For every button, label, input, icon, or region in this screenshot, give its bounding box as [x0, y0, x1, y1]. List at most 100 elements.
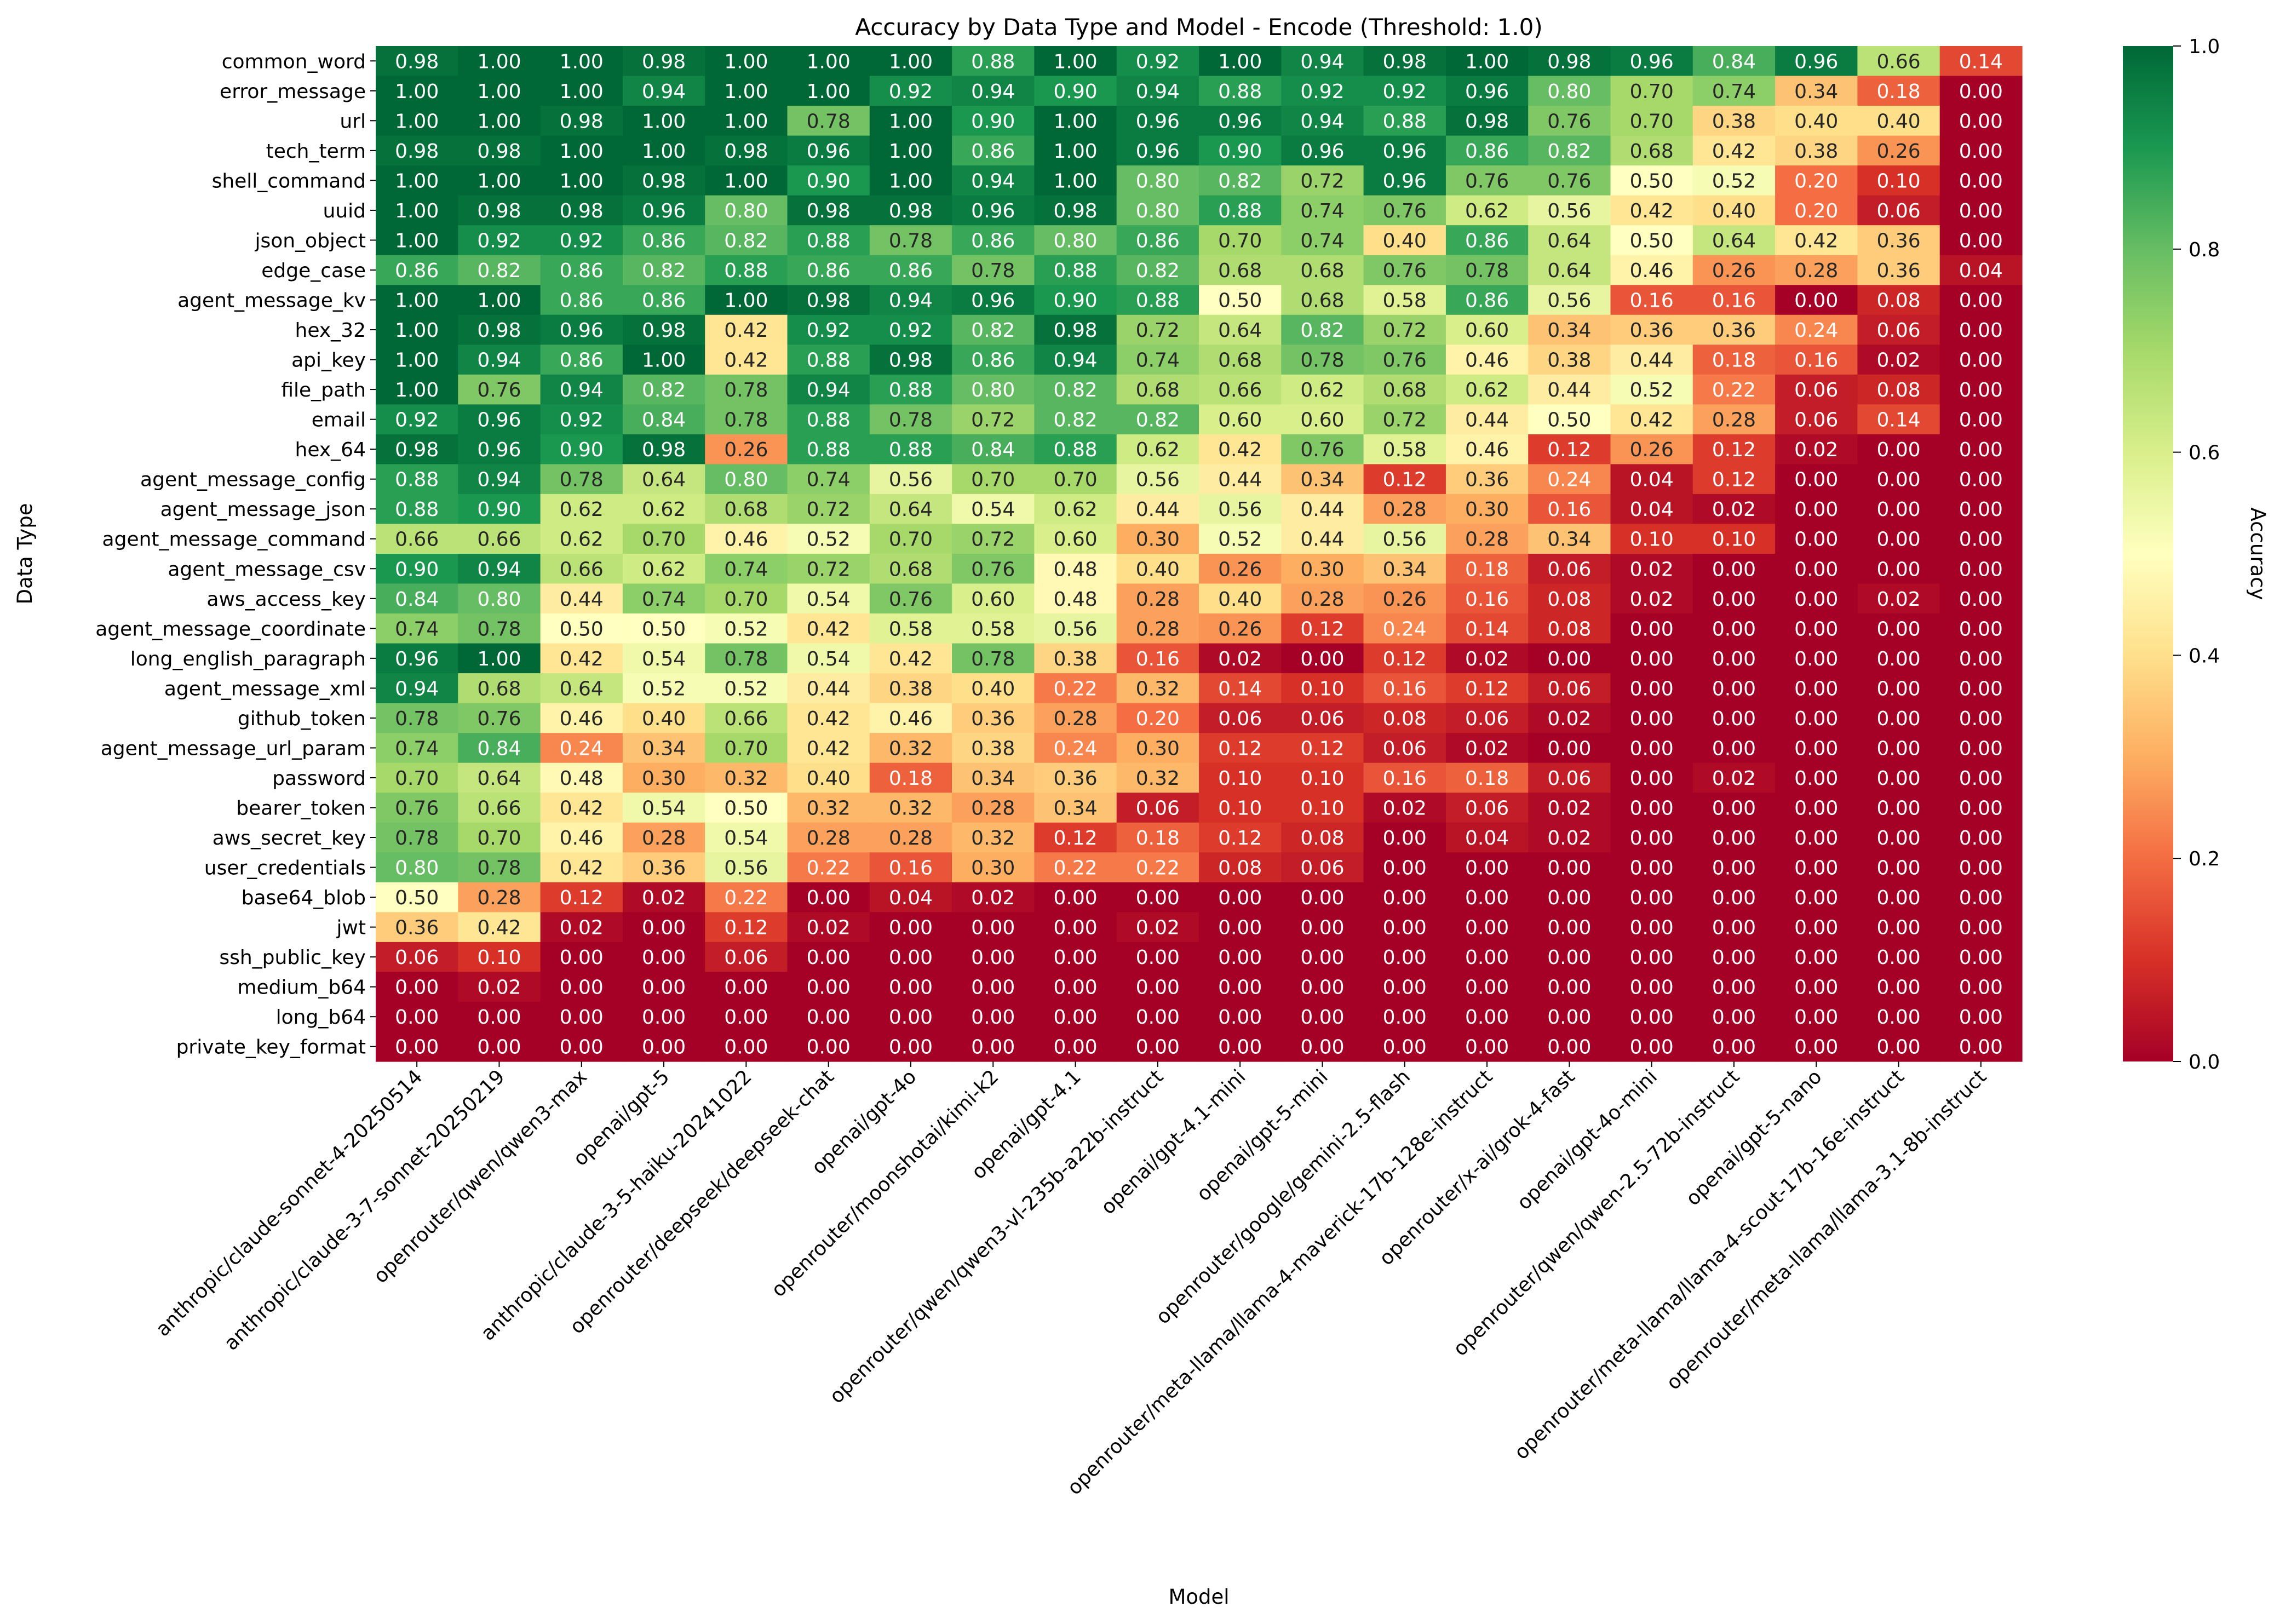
heatmap-cell	[1199, 583, 1282, 614]
cell-value-label: 0.06	[1547, 558, 1591, 581]
heatmap-cell	[1445, 852, 1529, 883]
cell-value-label: 0.82	[1218, 170, 1262, 192]
heatmap-cell	[1939, 733, 2023, 764]
heatmap-cell	[376, 165, 458, 196]
heatmap-cell	[376, 524, 458, 554]
cell-value-label: 0.72	[971, 409, 1015, 432]
heatmap-cell	[787, 524, 870, 554]
cell-value-label: 0.00	[1959, 140, 2003, 163]
heatmap-cell	[622, 613, 705, 644]
cell-value-label: 0.00	[1794, 469, 1838, 491]
cell-value-label: 0.42	[807, 618, 851, 640]
cell-value-label: 0.00	[1712, 678, 1756, 700]
heatmap-cell	[1857, 852, 1940, 883]
heatmap-cell	[1610, 225, 1693, 256]
heatmap-cell	[540, 345, 623, 375]
cell-value-label: 0.44	[1465, 409, 1509, 432]
heatmap-cell	[458, 345, 541, 375]
heatmap-cell	[1775, 404, 1858, 435]
heatmap-cell	[1199, 135, 1282, 166]
heatmap-cell	[1199, 255, 1282, 285]
heatmap-cell	[1199, 524, 1282, 554]
cell-value-label: 0.40	[1794, 110, 1838, 133]
y-tick-label: private_key_format	[176, 1036, 366, 1059]
heatmap-cell	[1528, 942, 1611, 973]
heatmap-cell	[1692, 1031, 1776, 1062]
heatmap-cell	[376, 195, 458, 226]
cell-value-label: 0.00	[1630, 827, 1674, 850]
heatmap-cell	[458, 76, 541, 106]
cell-value-label: 0.68	[724, 498, 768, 521]
heatmap-cell	[787, 76, 870, 106]
cell-value-label: 1.00	[724, 110, 768, 133]
cell-value-label: 0.00	[1794, 678, 1838, 700]
cell-value-label: 0.00	[1959, 1006, 2003, 1029]
cell-value-label: 0.78	[724, 648, 768, 670]
y-tick-label: github_token	[238, 708, 366, 730]
heatmap-cell	[1775, 374, 1858, 405]
cell-value-label: 0.00	[1959, 797, 2003, 820]
cell-value-label: 0.50	[560, 618, 604, 640]
heatmap-cell	[705, 106, 788, 136]
cell-value-label: 0.98	[395, 140, 439, 163]
cell-value-label: 0.00	[1383, 1006, 1427, 1029]
cell-value-label: 1.00	[395, 81, 439, 103]
heatmap-cell	[1610, 106, 1693, 136]
cell-value-label: 0.00	[1465, 946, 1509, 969]
heatmap-cell	[1775, 583, 1858, 614]
heatmap-cell	[1610, 285, 1693, 315]
heatmap-cell	[1116, 1031, 1199, 1062]
cell-value-label: 0.12	[1547, 439, 1591, 461]
heatmap-cell	[869, 972, 952, 1002]
heatmap-cell	[787, 1031, 870, 1062]
heatmap-cell	[787, 106, 870, 136]
cell-value-label: 0.86	[971, 349, 1015, 372]
cell-value-label: 0.62	[1465, 200, 1509, 222]
cell-value-label: 0.00	[971, 917, 1015, 939]
heatmap-cell	[540, 613, 623, 644]
heatmap-cell	[376, 762, 458, 793]
cell-value-label: 0.70	[1053, 469, 1097, 491]
x-tick-label: openai/gpt-4.1-mini	[1097, 1065, 1250, 1219]
cell-value-label: 0.34	[971, 767, 1015, 790]
heatmap-cell	[1939, 554, 2023, 584]
cell-value-label: 0.38	[971, 737, 1015, 760]
cell-value-label: 0.00	[1218, 977, 1262, 999]
heatmap-cell	[787, 135, 870, 166]
heatmap-cell	[869, 882, 952, 913]
cell-value-label: 0.76	[477, 379, 521, 401]
heatmap-cell	[458, 882, 541, 913]
heatmap-cell	[869, 643, 952, 674]
heatmap-cell	[1445, 942, 1529, 973]
heatmap-cell	[1939, 225, 2023, 256]
heatmap-cell	[1116, 733, 1199, 764]
cell-value-label: 0.86	[642, 290, 686, 312]
cell-value-label: 0.56	[1547, 290, 1591, 312]
cell-value-label: 0.94	[889, 290, 933, 312]
heatmap-cell	[869, 225, 952, 256]
cell-value-label: 0.00	[1218, 1036, 1262, 1059]
cell-value-label: 0.28	[1465, 529, 1509, 551]
heatmap-cell	[869, 255, 952, 285]
cell-value-label: 0.52	[1218, 529, 1262, 551]
cell-value-label: 0.00	[1630, 946, 1674, 969]
heatmap-cell	[952, 912, 1035, 943]
cell-value-label: 1.00	[477, 81, 521, 103]
heatmap-cell	[1116, 345, 1199, 375]
cell-value-label: 0.88	[889, 379, 933, 401]
heatmap-cell	[787, 404, 870, 435]
heatmap-cell	[540, 374, 623, 405]
cell-value-label: 0.00	[1959, 827, 2003, 850]
cell-value-label: 0.00	[1959, 469, 2003, 491]
cell-value-label: 0.00	[1547, 1036, 1591, 1059]
cell-value-label: 0.00	[1712, 977, 1756, 999]
heatmap-cell	[1610, 703, 1693, 733]
cell-value-label: 0.02	[1136, 917, 1180, 939]
cell-value-label: 0.00	[1630, 1036, 1674, 1059]
heatmap-cell	[1363, 733, 1446, 764]
cell-value-label: 0.02	[560, 917, 604, 939]
heatmap-cell	[458, 434, 541, 465]
cell-value-label: 0.48	[1053, 558, 1097, 581]
cell-value-label: 0.60	[1053, 529, 1097, 551]
cell-value-label: 0.34	[642, 737, 686, 760]
